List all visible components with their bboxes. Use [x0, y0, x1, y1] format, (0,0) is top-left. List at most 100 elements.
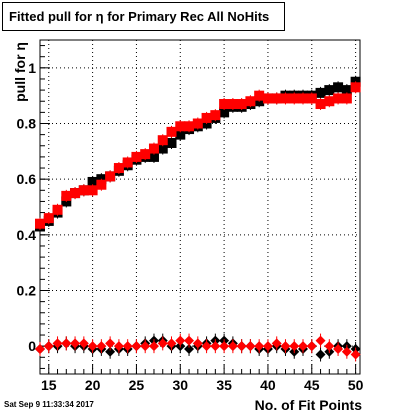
- data-point-square: [341, 93, 352, 104]
- data-point-square: [271, 93, 282, 104]
- data-point-square: [148, 151, 159, 162]
- data-point-square: [280, 93, 291, 104]
- data-point-diamond: [236, 341, 247, 352]
- data-point-diamond: [315, 349, 326, 360]
- data-point-diamond: [184, 343, 195, 354]
- data-point-square: [175, 121, 186, 132]
- data-point-square: [245, 96, 256, 107]
- x-tick-label: 25: [129, 377, 145, 393]
- data-point-diamond: [43, 341, 54, 352]
- data-point-diamond: [105, 338, 116, 349]
- y-tick-label: 0.4: [17, 227, 37, 243]
- data-point-square: [148, 143, 159, 154]
- data-point-square: [175, 129, 186, 140]
- data-point-square: [87, 176, 98, 187]
- data-point-square: [61, 190, 72, 201]
- plot-frame: [39, 39, 361, 375]
- data-point-square: [341, 85, 352, 96]
- data-point-diamond: [61, 338, 72, 349]
- data-point-square: [333, 82, 344, 93]
- data-point-square: [96, 179, 107, 190]
- data-point-square: [210, 110, 221, 121]
- data-point-diamond: [280, 341, 291, 352]
- data-point-square: [166, 126, 177, 137]
- data-point-square: [192, 118, 203, 129]
- data-point-square: [52, 204, 63, 215]
- data-point-square: [333, 93, 344, 104]
- data-point-diamond: [350, 349, 361, 360]
- x-tick-label: 50: [348, 377, 364, 393]
- data-point-diamond: [254, 341, 265, 352]
- y-tick-label: 0: [28, 338, 36, 354]
- timestamp: Sat Sep 9 11:33:34 2017: [4, 400, 94, 409]
- data-point-diamond: [219, 341, 230, 352]
- y-tick-label: 0.8: [17, 116, 37, 132]
- data-point-square: [306, 93, 317, 104]
- y-axis-title: pull for η: [12, 42, 28, 102]
- data-point-diamond: [298, 341, 309, 352]
- data-point-square: [157, 143, 168, 154]
- data-point-square: [87, 185, 98, 196]
- data-point-square: [35, 218, 45, 229]
- data-point-square: [289, 93, 300, 104]
- data-point-diamond: [271, 338, 282, 349]
- data-point-diamond: [227, 341, 238, 352]
- data-point-diamond: [245, 341, 256, 352]
- data-point-diamond: [184, 335, 195, 346]
- data-point-square: [201, 112, 212, 123]
- data-point-square: [315, 87, 326, 98]
- data-point-square: [105, 171, 116, 182]
- data-point-diamond: [131, 341, 142, 352]
- data-point-square: [254, 90, 265, 101]
- data-point-square: [262, 93, 273, 104]
- data-point-square: [236, 99, 247, 110]
- chart-title-box: Fitted pull for η for Primary Rec All No…: [2, 2, 285, 31]
- data-point-diamond: [192, 338, 203, 349]
- data-point-square: [166, 137, 177, 148]
- x-tick-label: 15: [41, 377, 57, 393]
- y-tick-label: 0.2: [17, 283, 37, 299]
- data-point-diamond: [175, 335, 186, 346]
- data-point-square: [78, 185, 89, 196]
- data-point-diamond: [289, 341, 300, 352]
- x-axis-title: No. of Fit Points: [255, 397, 363, 413]
- data-point-square: [324, 85, 335, 96]
- data-point-square: [298, 93, 309, 104]
- data-point-diamond: [52, 338, 63, 349]
- data-point-diamond: [306, 341, 317, 352]
- chart-title: Fitted pull for η for Primary Rec All No…: [9, 9, 270, 24]
- data-point-diamond: [201, 341, 212, 352]
- data-point-square: [219, 107, 230, 118]
- data-point-square: [43, 213, 54, 224]
- data-point-diamond: [122, 341, 133, 352]
- data-point-diamond: [341, 346, 352, 357]
- x-tick-label: 45: [304, 377, 320, 393]
- data-point-diamond: [35, 343, 45, 354]
- data-point-diamond: [148, 341, 159, 352]
- x-tick-label: 20: [85, 377, 101, 393]
- data-point-diamond: [105, 346, 116, 357]
- data-point-square: [184, 121, 195, 132]
- data-point-square: [140, 149, 151, 160]
- x-tick-label: 35: [216, 377, 232, 393]
- data-point-square: [227, 99, 238, 110]
- data-point-square: [131, 151, 142, 162]
- data-point-diamond: [166, 338, 177, 349]
- data-point-diamond: [324, 341, 335, 352]
- data-point-square: [219, 99, 230, 110]
- data-point-diamond: [262, 341, 273, 352]
- data-point-square: [113, 163, 124, 174]
- y-tick-label: 0.6: [17, 171, 37, 187]
- y-tick-label: 1: [28, 60, 36, 76]
- data-point-square: [350, 82, 361, 93]
- data-point-square: [315, 99, 326, 110]
- data-point-square: [70, 188, 81, 199]
- data-point-diamond: [70, 338, 81, 349]
- data-point-diamond: [315, 335, 326, 346]
- data-point-square: [324, 96, 335, 107]
- data-point-diamond: [157, 338, 168, 349]
- marks-layer: [35, 75, 361, 362]
- data-point-square: [122, 157, 133, 168]
- data-point-diamond: [96, 341, 107, 352]
